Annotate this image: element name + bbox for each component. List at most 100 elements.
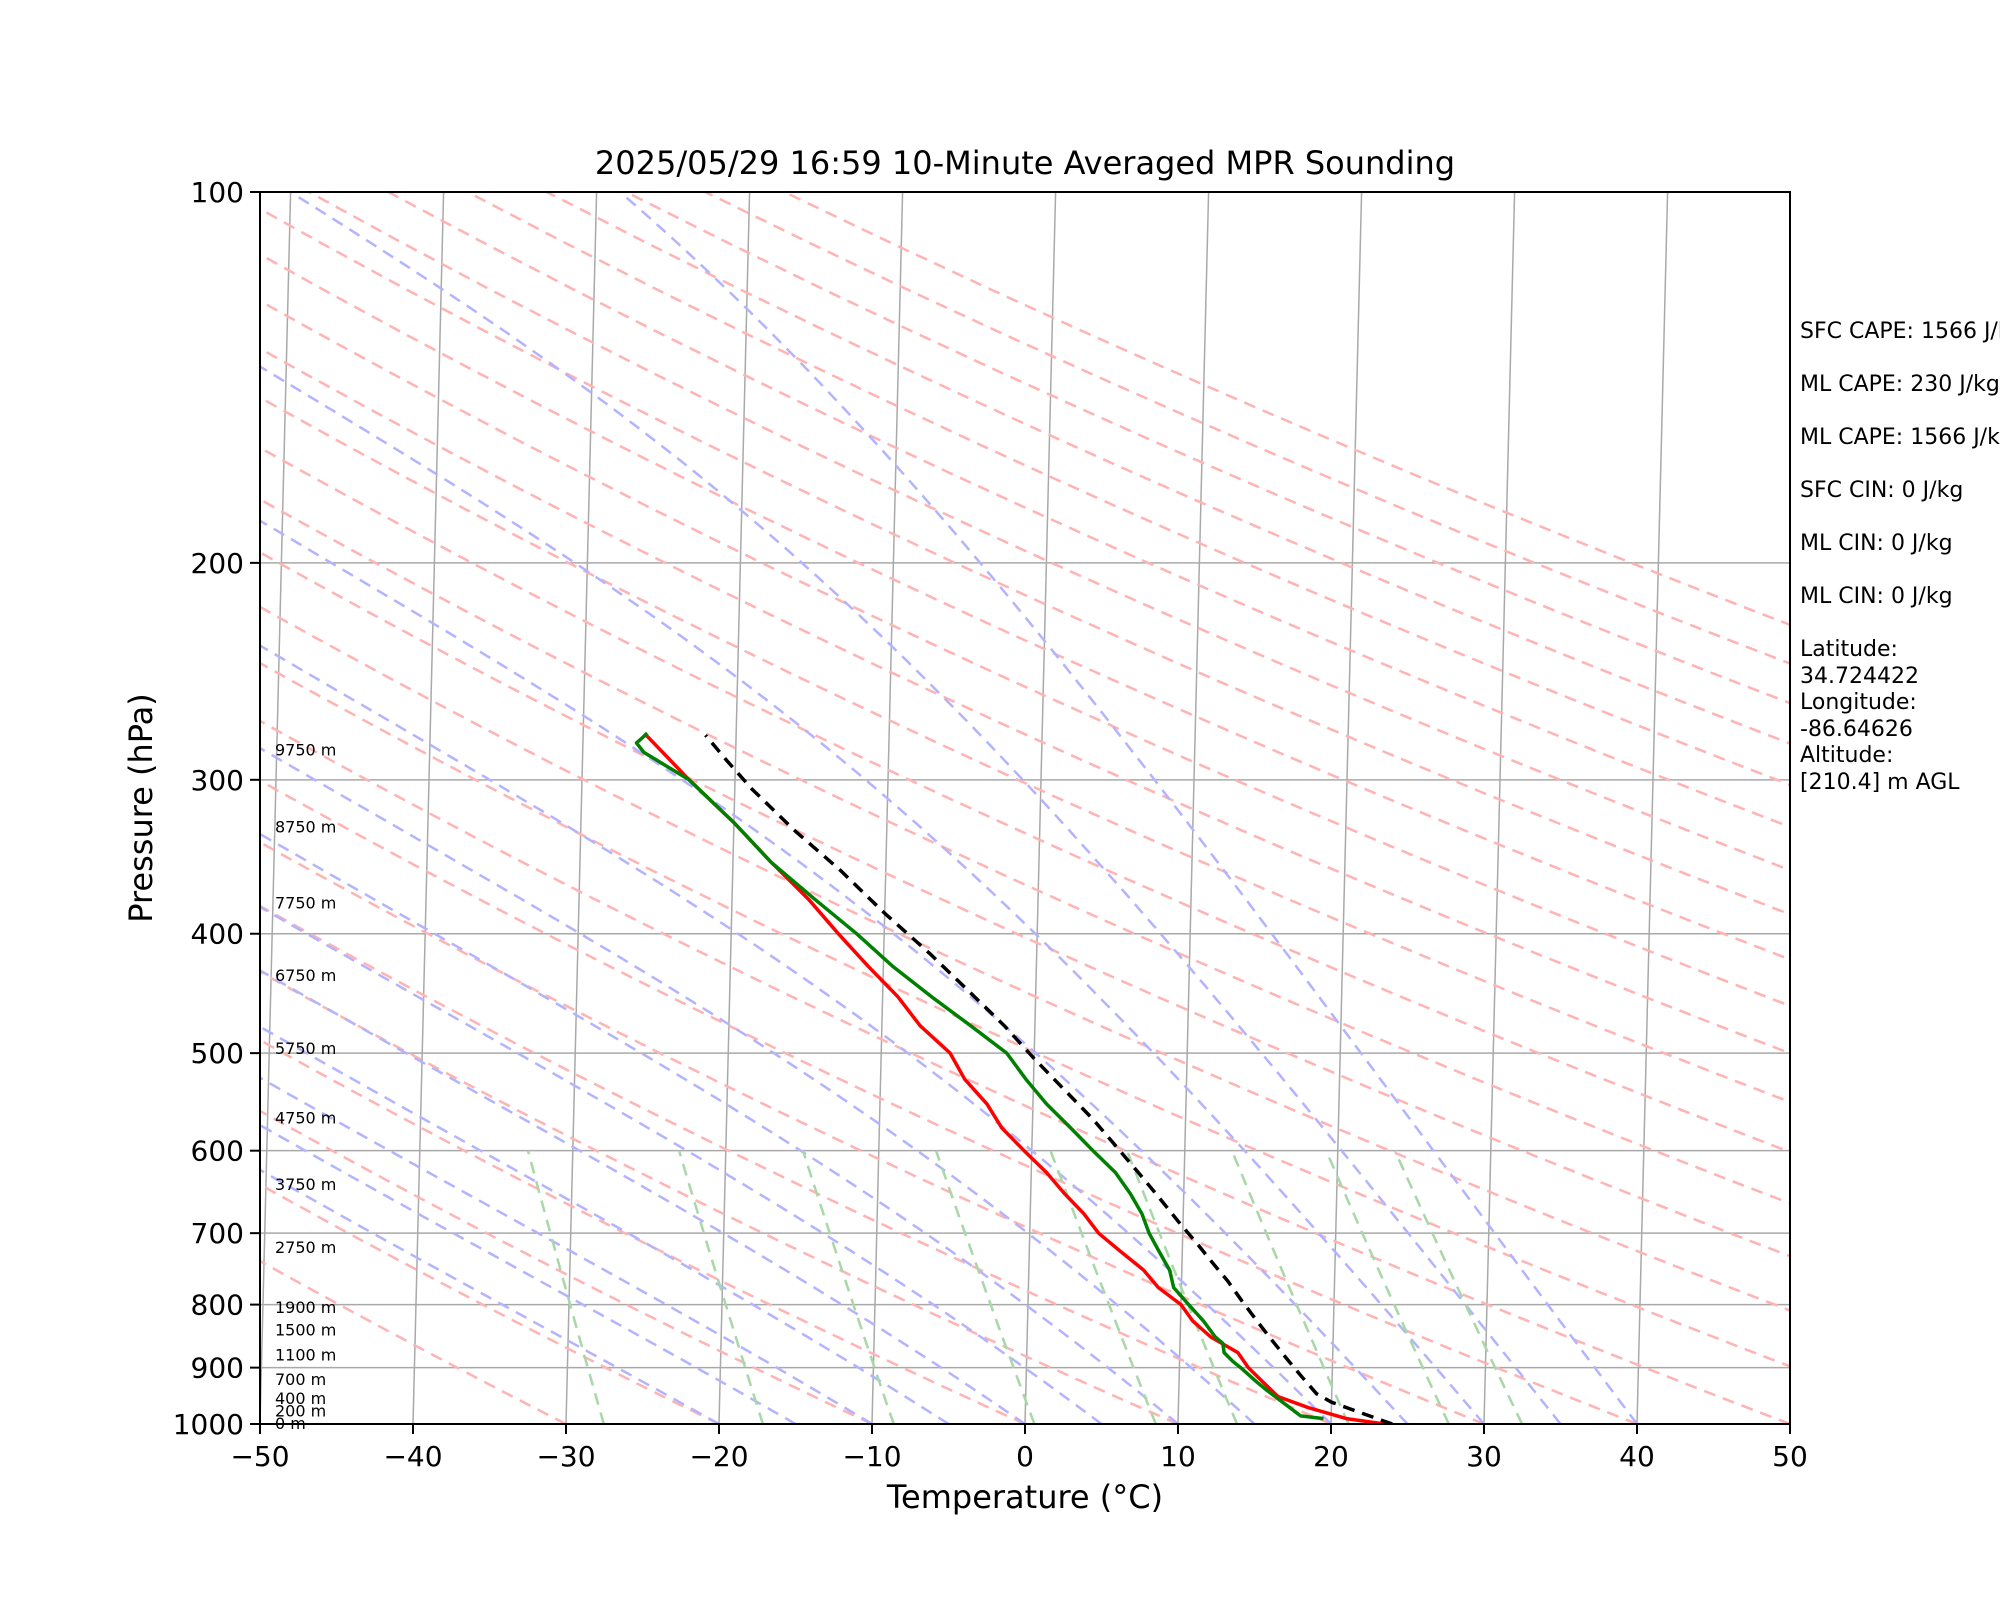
dry-adiabat [387,192,1790,829]
altitude-label: 7750 m [275,893,336,912]
altitude-label: 6750 m [275,966,336,985]
moist-adiabat [260,1025,950,1424]
moist-adiabat [260,905,1103,1424]
dry-adiabat [546,192,1790,745]
stat-text: Latitude: [1800,637,1898,662]
dry-adiabat [467,192,1790,787]
mixing-ratio-line [934,1150,1036,1424]
y-tick-label: 900 [191,1352,244,1385]
isotherm-line [260,192,292,1424]
altitude-label: 400 m [275,1389,326,1408]
altitude-label: 5750 m [275,1039,336,1058]
mixing-ratio-line [526,1150,606,1424]
x-axis: −50 −40 −30 −20 −10 0 10 20 30 40 50 [230,1424,1808,1473]
isotherm-line [1177,192,1210,1424]
altitude-label: 8750 m [275,818,336,837]
altitude-label: 0 m [275,1414,306,1433]
mixing-ratio-line [677,1150,765,1424]
dewpoint-profile [634,731,1324,1421]
moist-adiabat [260,832,1179,1424]
x-tick-label: −30 [536,1440,595,1473]
isotherm-line [1636,192,1669,1424]
isotherm-line [1024,192,1057,1424]
x-tick-label: 30 [1466,1440,1502,1473]
dry-adiabat [260,207,1790,916]
moist-adiabat [260,365,1485,1424]
y-tick-label: 400 [191,918,244,951]
dry-adiabat [260,1038,1026,1424]
dry-adiabat [260,970,1179,1424]
x-axis-label: Temperature (°C) [886,1478,1163,1516]
moist-adiabat [260,746,1256,1424]
dry-adiabat [260,1183,720,1424]
dry-adiabat [625,192,1790,705]
mixing-ratio-line [801,1150,895,1424]
dry-adiabat [260,840,1485,1424]
stat-text: ML CAPE: 230 J/kg [1800,372,2000,397]
dry-adiabat [260,779,1638,1424]
stat-text: 34.724422 [1800,664,1919,689]
isotherm-line [1483,192,1516,1424]
stat-text: SFC CIN: 0 J/kg [1800,478,1963,503]
x-tick-label: −20 [689,1440,748,1473]
y-tick-label: 300 [191,764,244,797]
mixing-ratio-line [1049,1150,1157,1424]
chart-title: 2025/05/29 16:59 10-Minute Averaged MPR … [595,144,1455,182]
stat-text: [210.4] m AGL [1800,770,1960,795]
altitude-label: 4750 m [275,1109,336,1128]
stat-text: SFC CAPE: 1566 J/kg [1800,319,2000,344]
altitude-label: 1100 m [275,1346,336,1365]
y-tick-label: 100 [191,176,244,209]
moist-adiabat [260,519,1409,1424]
mixing-ratio-line [1230,1150,1350,1424]
moist-adiabat [619,192,1639,1424]
isotherm-line [1330,192,1363,1424]
moist-adiabat [289,192,1562,1424]
dry-adiabat [260,446,1790,1154]
dry-adiabat [260,904,1332,1424]
x-tick-label: 20 [1313,1440,1349,1473]
dry-adiabat [260,550,1790,1258]
altitude-label: 9750 m [275,740,336,759]
stat-text: ML CIN: 0 J/kg [1800,584,1953,609]
moist-adiabat [260,644,1332,1424]
stat-text: ML CAPE: 1566 J/kg [1800,425,2000,450]
mixing-ratio-line [1393,1150,1524,1424]
y-tick-label: 500 [191,1037,244,1070]
altitude-label: 2750 m [275,1238,336,1257]
y-tick-label: 700 [191,1217,244,1250]
x-tick-label: 50 [1772,1440,1808,1473]
dry-adiabat [260,1109,873,1424]
x-tick-label: −50 [230,1440,289,1473]
x-tick-label: −10 [842,1440,901,1473]
stat-text: Longitude: [1800,690,1917,715]
stat-text: ML CIN: 0 J/kg [1800,531,1953,556]
dry-adiabat [308,192,1790,872]
isotherm-line [718,192,751,1424]
stat-text: -86.64626 [1800,717,1913,742]
isotherm-line [565,192,598,1424]
moist-adiabat [260,1168,720,1424]
x-tick-label: 40 [1619,1440,1655,1473]
dry-adiabat [260,497,1790,1205]
y-axis-label: Pressure (hPa) [122,693,160,923]
altitude-label: 3750 m [275,1175,336,1194]
altitude-label: 1900 m [275,1298,336,1317]
isotherm-line [871,192,904,1424]
y-tick-label: 200 [191,547,244,580]
plot-frame [259,191,1791,1425]
temperature-profile [643,732,1385,1424]
moist-adiabat [260,1076,873,1424]
altitude-label: 1500 m [275,1321,336,1340]
dry-adiabat [260,252,1790,961]
dry-adiabat [260,347,1790,1055]
x-tick-label: 0 [1016,1440,1034,1473]
y-tick-label: 800 [191,1289,244,1322]
stats-panel: SFC CAPE: 1566 J/kg ML CAPE: 230 J/kg ML C… [1800,319,2000,795]
altitude-label: 200 m [275,1402,326,1421]
y-axis: 100 200 300 400 500 600 700 800 900 1000 [173,176,260,1441]
parcel-profile [704,734,1393,1424]
x-tick-label: 10 [1160,1440,1196,1473]
